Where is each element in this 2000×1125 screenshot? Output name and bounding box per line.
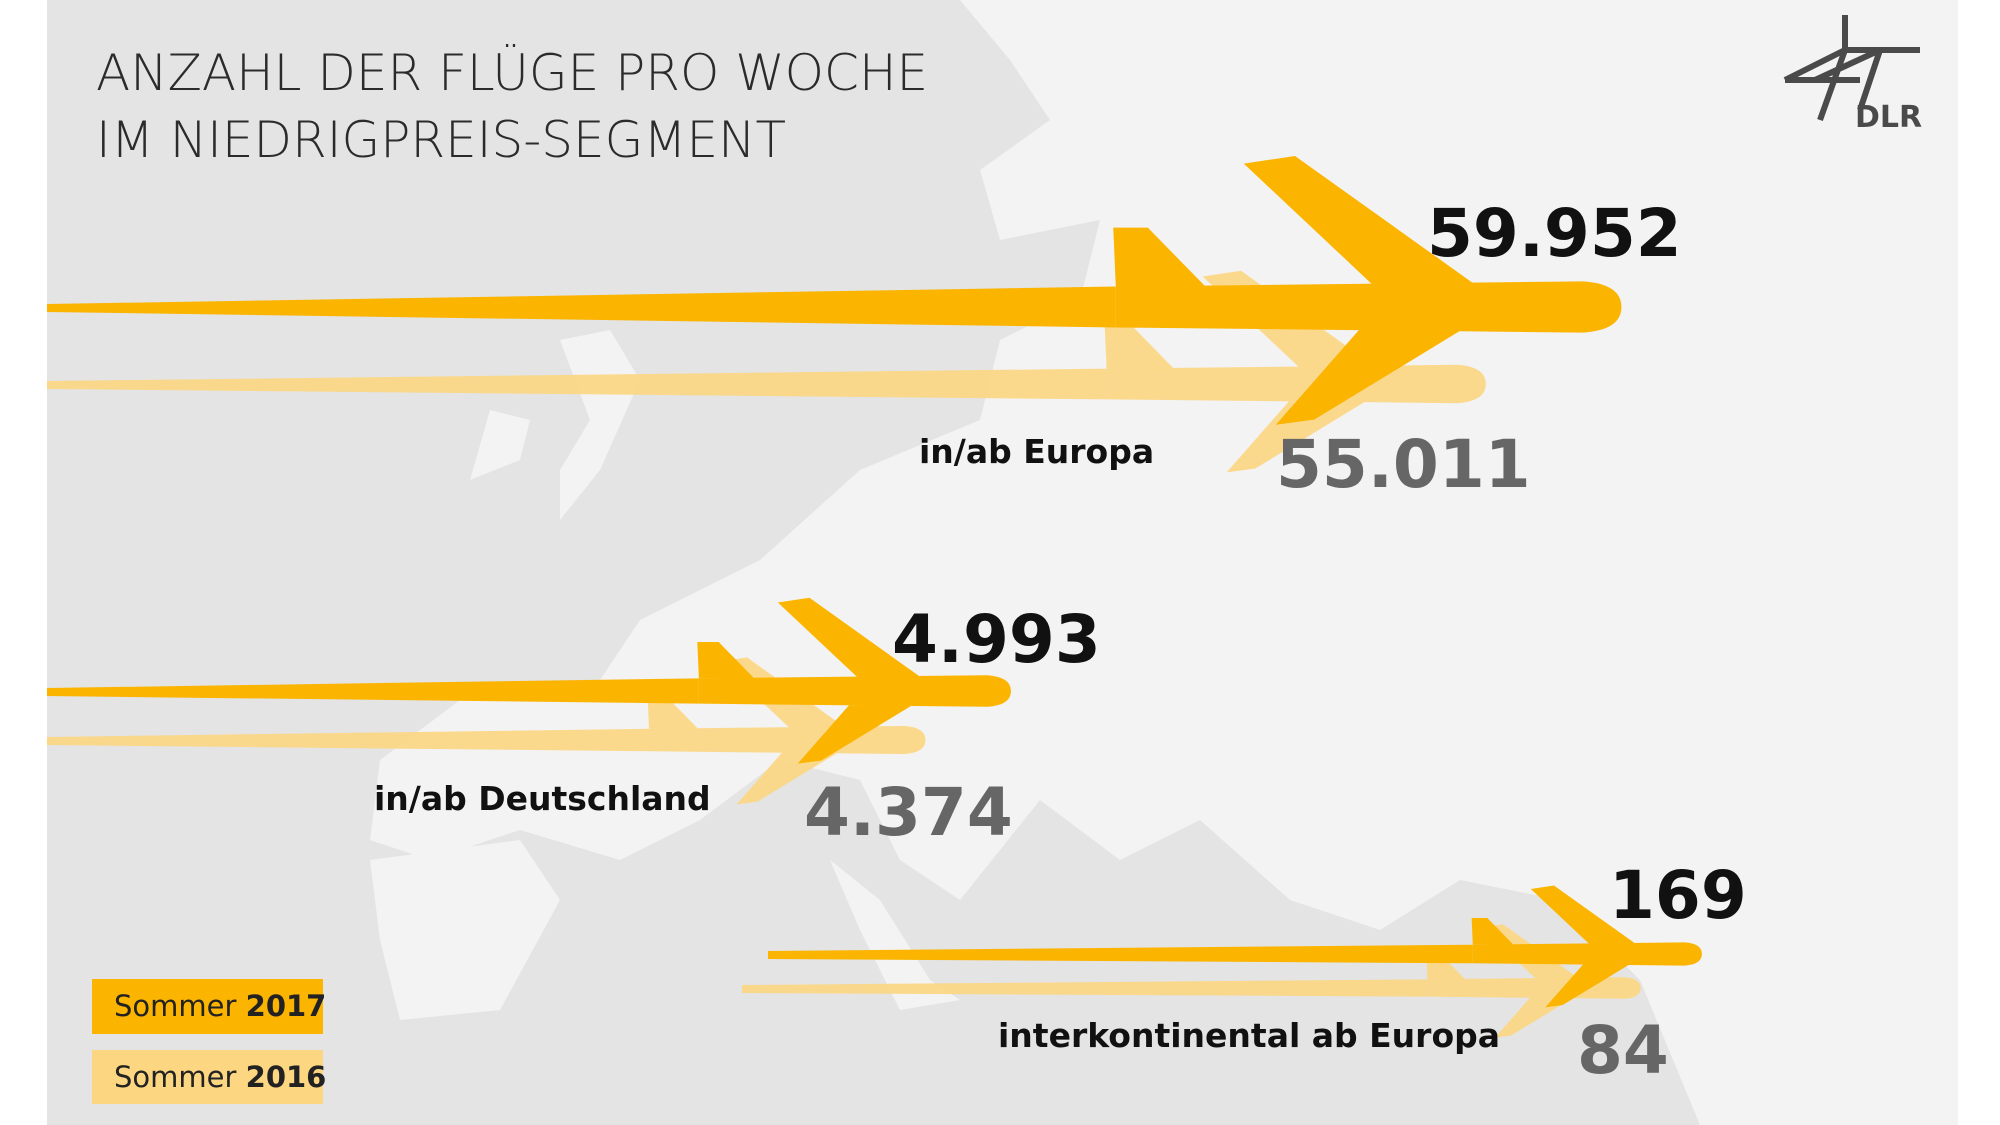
logo-mark <box>1783 15 1920 122</box>
plane-part <box>647 696 698 729</box>
plane-part <box>1115 281 1622 333</box>
value-2016: 4.374 <box>804 774 1013 851</box>
plane-part <box>1471 918 1514 945</box>
logo-text: DLR <box>1855 100 1922 135</box>
caption: interkontinental ab Europa <box>998 1016 1500 1055</box>
plane-part <box>1106 364 1486 404</box>
plane-part <box>777 597 921 677</box>
value-2016: 55.011 <box>1276 426 1531 503</box>
caption: in/ab Europa <box>919 432 1154 471</box>
title-line: IM NIEDRIGPREIS-SEGMENT <box>96 111 786 169</box>
legend-year: 2017 <box>246 989 327 1023</box>
plane-part <box>1113 227 1206 287</box>
value-2017: 169 <box>1609 857 1747 934</box>
plane-part <box>47 368 1107 400</box>
value-2017: 59.952 <box>1427 195 1682 272</box>
title-line: ANZAHL DER FLÜGE PRO WOCHE <box>96 44 928 102</box>
legend-year: 2016 <box>246 1060 327 1094</box>
plane-part <box>47 678 699 704</box>
legend-text: Sommer <box>114 989 236 1023</box>
value-2016: 84 <box>1577 1012 1669 1089</box>
plane-part <box>768 944 1473 964</box>
plane-part <box>797 705 913 764</box>
plane-part <box>649 726 926 754</box>
plane-part <box>47 286 1116 328</box>
plane-part <box>1104 324 1174 369</box>
plane-part <box>698 675 1011 707</box>
plane-part <box>1545 964 1630 1008</box>
legend-label: Sommer 2017 <box>114 989 326 1023</box>
plane-part <box>1275 330 1462 425</box>
plane-part <box>47 728 649 752</box>
plane-part <box>1494 997 1574 1038</box>
legend-swatch <box>92 979 323 1034</box>
value-2017: 4.993 <box>892 601 1101 678</box>
caption: in/ab Deutschland <box>374 779 711 818</box>
plane-part <box>697 642 755 679</box>
plane-part <box>1427 977 1641 999</box>
legend-swatch <box>92 1050 323 1104</box>
planes <box>47 155 1702 1038</box>
legend-label: Sommer 2016 <box>114 1060 326 1094</box>
plane-part <box>1530 885 1636 944</box>
plane-part <box>1472 942 1702 966</box>
plane-part <box>1243 155 1475 284</box>
plane-part <box>742 979 1428 997</box>
legend-text: Sommer <box>114 1060 236 1094</box>
plane-part <box>1226 401 1366 473</box>
plane-part <box>736 752 838 805</box>
